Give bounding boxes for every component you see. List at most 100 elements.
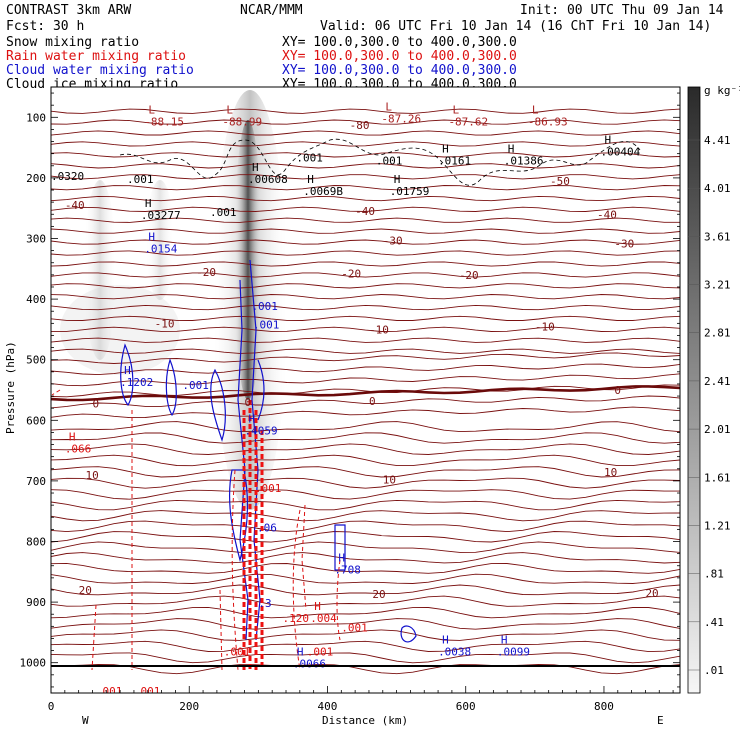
extremum-value: .0161 (438, 155, 471, 168)
temperature-contour-line (51, 454, 680, 467)
temperature-contour-line (51, 348, 680, 354)
extremum-value: .1202 (120, 376, 153, 389)
temperature-label: 10 (86, 469, 99, 482)
x-axis: 0 200 400 600 800 (48, 686, 674, 713)
temperature-label: 0 (614, 384, 621, 397)
y-axis-label: Pressure (hPa) (4, 341, 17, 434)
temperature-contour-line (51, 363, 680, 376)
extremum-value: .001 (255, 482, 282, 495)
temperature-contour-line (51, 195, 680, 202)
temperature-contour-line (51, 108, 680, 114)
colorbar-label: 1.21 (704, 519, 731, 532)
rain-core-contours (242, 400, 264, 670)
extremum-value: .001 (253, 318, 279, 331)
y-tick-label: 900 (26, 596, 46, 609)
extremum-marker: L (148, 103, 155, 116)
extremum-marker: L (452, 103, 459, 116)
colorbar-label: 4.01 (704, 182, 731, 195)
header-valid: Valid: 06 UTC Fri 10 Jan 14 (16 ChT Fri … (320, 19, 711, 34)
temperature-contour-line (51, 337, 680, 343)
extremum-value: .0154 (144, 243, 177, 256)
header-title: CONTRAST 3km ARW (6, 3, 131, 18)
extremum-value: .001 (96, 685, 123, 698)
plot-frame (50, 86, 681, 694)
extremum-marker: H (314, 600, 321, 613)
temperature-contour-line (51, 552, 680, 564)
temperature-contour-line (51, 250, 680, 256)
temperature-label: 10 (383, 474, 396, 487)
x-tick-label: 0 (48, 700, 55, 713)
header-center: NCAR/MMM (240, 3, 303, 18)
extremum-value: .03277 (141, 209, 181, 222)
field-name: Rain water mixing ratio (6, 49, 186, 64)
temperature-contour-line (51, 652, 680, 664)
temperature-contour-line (51, 477, 680, 489)
temperature-contour-line (51, 443, 680, 455)
temperature-contour-line (51, 499, 680, 511)
colorbar-unit: g kg⁻¹ (704, 84, 740, 97)
temperature-contour-line (51, 618, 680, 630)
extremum-marker: L (532, 103, 539, 116)
extremum-value: .004 (310, 612, 337, 625)
temperature-label: -30 (614, 237, 634, 250)
extremum-value: .0320 (51, 170, 84, 183)
temperature-label: -20 (341, 268, 361, 281)
extremum-value: .001 (224, 646, 251, 659)
temperature-label: 20 (645, 587, 658, 600)
temperature-label: -20 (459, 269, 479, 282)
temperature-contour-line (51, 352, 680, 364)
extremum-marker: L (385, 100, 392, 113)
colorbar-label: .81 (704, 568, 724, 581)
y-tick-label: 700 (26, 475, 46, 488)
temperature-contour-line (51, 606, 680, 619)
extremum-value: .0038 (438, 646, 471, 659)
field-xy: XY= 100.0,300.0 to 400.0,300.0 (282, 49, 517, 64)
temperature-label: -10 (369, 323, 389, 336)
colorbar-label: 4.41 (704, 134, 731, 147)
extremum-marker: H (145, 197, 152, 210)
extremum-marker: H (297, 646, 304, 659)
extremum-value: .00608 (248, 173, 288, 186)
zero-degree-contour (51, 385, 680, 402)
colorbar-label: .01 (704, 664, 724, 677)
temperature-contours (51, 108, 680, 675)
temperature-label: 20 (372, 588, 385, 601)
temperature-contour-line (51, 573, 680, 584)
x-axis-label: Distance (km) (322, 714, 408, 727)
temperature-label: -40 (355, 205, 375, 218)
extremum-value: -86.93 (528, 115, 568, 128)
colorbar-label: 1.61 (704, 471, 731, 484)
temperature-label: -10 (535, 320, 555, 333)
extremum-marker: H (394, 173, 401, 186)
west-label: W (82, 714, 89, 727)
temperature-contour-line (51, 326, 680, 332)
extremum-marker: H (508, 143, 515, 156)
extremum-value: -88.15 (144, 115, 184, 128)
temperature-label: -30 (383, 234, 403, 247)
temperature-contour-line (51, 239, 680, 245)
x-tick-label: 600 (456, 700, 476, 713)
temperature-contour-line (51, 629, 680, 641)
colorbar-label: 3.61 (704, 230, 731, 243)
extremum-marker: H (307, 173, 314, 186)
extremum-value: -88.99 (222, 115, 262, 128)
temperature-contour-line (51, 228, 680, 234)
temperature-label: 0 (92, 397, 99, 410)
extremum-value: .00404 (601, 146, 641, 159)
colorbar-label: .41 (704, 616, 724, 629)
temperature-contour-line (51, 541, 680, 553)
temperature-label: -80 (350, 119, 370, 132)
temperature-contour-line (51, 432, 680, 444)
extremum-marker: H (338, 552, 345, 565)
extremum-marker: H (442, 143, 449, 156)
extremum-marker: L (226, 103, 233, 116)
colorbar-label: 2.01 (704, 423, 731, 436)
temperature-contour-line (51, 174, 680, 180)
cloud-ice-contour (119, 138, 641, 186)
temperature-contour-line (51, 373, 680, 387)
temperature-labels: -80 -50 -40 -40 -40 -30 -30 -20 -20 -20 -10 -10 -10 0… (65, 119, 659, 601)
extremum-value: .3 (258, 597, 271, 610)
temperature-contour-line (51, 130, 680, 136)
temperature-label: -10 (155, 317, 175, 330)
